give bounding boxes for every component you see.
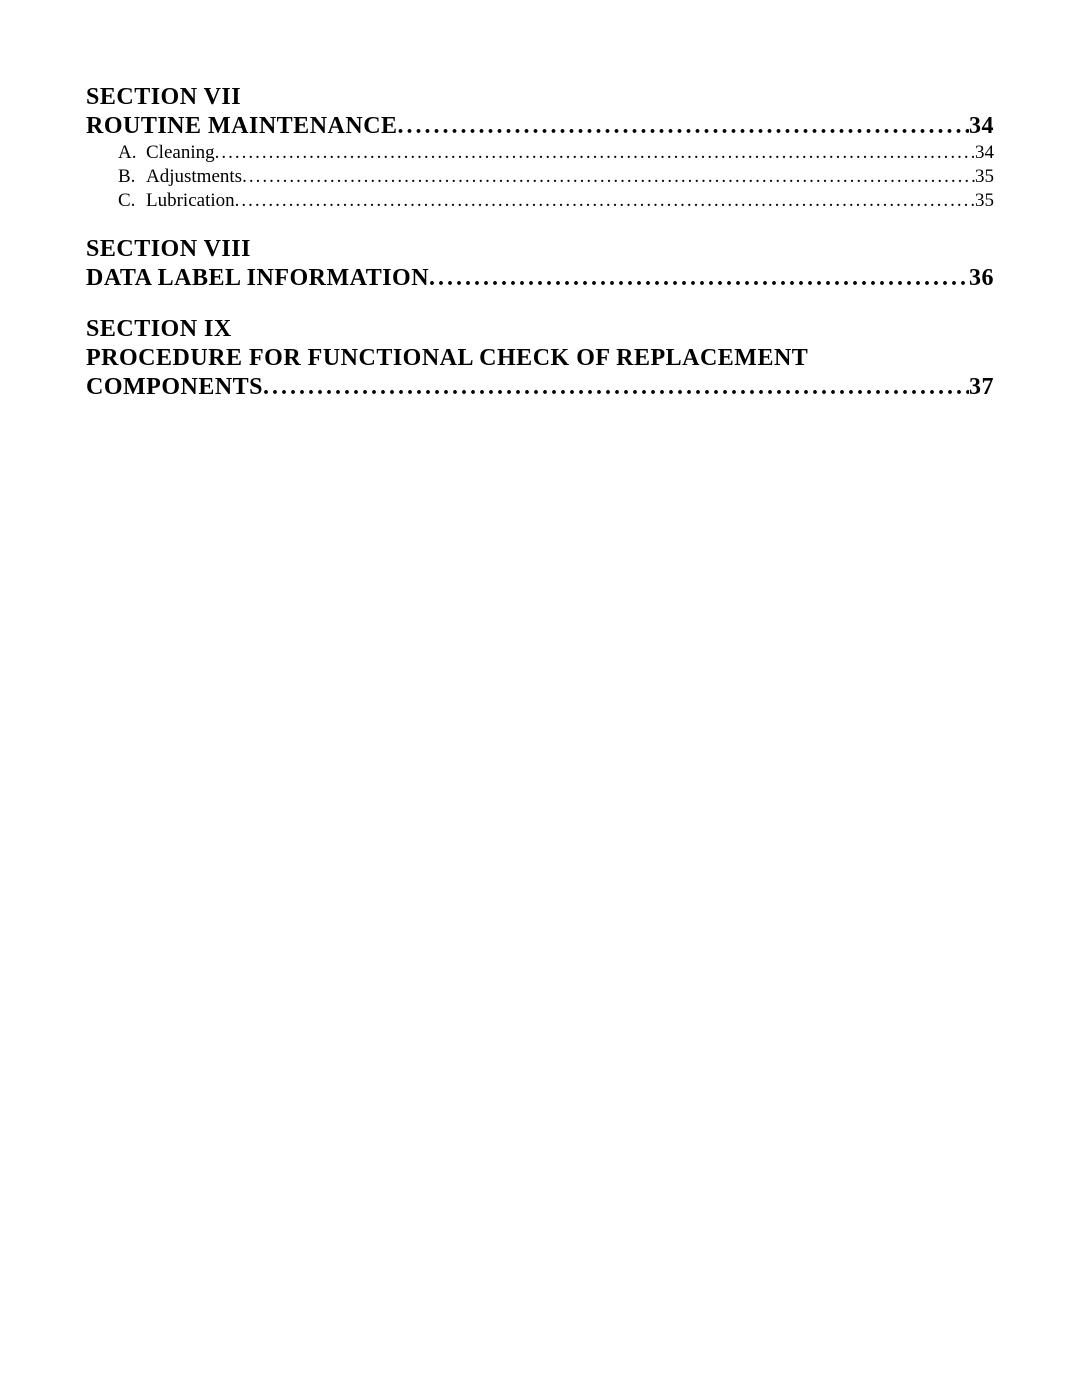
toc-sub-item: C. Lubrication 35 (86, 190, 994, 212)
sub-item-page: 35 (975, 166, 994, 188)
sub-item-label: Lubrication (146, 190, 235, 212)
dot-leader (429, 265, 969, 292)
section-title-line2: COMPONENTS (86, 374, 263, 401)
section-label: SECTION VIII (86, 236, 994, 263)
toc-section: SECTION VII ROUTINE MAINTENANCE 34 A. Cl… (86, 84, 994, 212)
section-page: 34 (969, 113, 994, 140)
dot-leader (242, 166, 975, 188)
toc-section: SECTION IX PROCEDURE FOR FUNCTIONAL CHEC… (86, 316, 994, 401)
section-page: 37 (969, 374, 994, 401)
toc-section: SECTION VIII DATA LABEL INFORMATION 36 (86, 236, 994, 292)
section-title: DATA LABEL INFORMATION (86, 265, 429, 292)
section-label: SECTION IX (86, 316, 994, 343)
toc-sub-item: B. Adjustments 35 (86, 166, 994, 188)
toc-sub-item: A. Cleaning 34 (86, 142, 994, 164)
sub-item-page: 35 (975, 190, 994, 212)
section-title-row: DATA LABEL INFORMATION 36 (86, 265, 994, 292)
sub-item-letter: A. (118, 142, 146, 164)
dot-leader (398, 113, 969, 140)
dot-leader (263, 374, 969, 401)
section-page: 36 (969, 265, 994, 292)
section-title-row: ROUTINE MAINTENANCE 34 (86, 113, 994, 140)
sub-item-page: 34 (975, 142, 994, 164)
sub-item-label: Adjustments (146, 166, 242, 188)
section-title-line1: PROCEDURE FOR FUNCTIONAL CHECK OF REPLAC… (86, 345, 994, 372)
section-title-row: COMPONENTS 37 (86, 374, 994, 401)
sub-item-letter: C. (118, 190, 146, 212)
sub-item-label: Cleaning (146, 142, 215, 164)
dot-leader (235, 190, 975, 212)
section-title: ROUTINE MAINTENANCE (86, 113, 398, 140)
dot-leader (215, 142, 975, 164)
section-label: SECTION VII (86, 84, 994, 111)
sub-item-letter: B. (118, 166, 146, 188)
